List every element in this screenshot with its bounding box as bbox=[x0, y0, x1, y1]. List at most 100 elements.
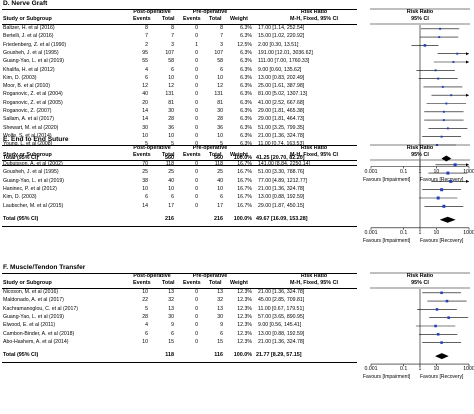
study-name: Guang-Yao, L. et al (2019) bbox=[3, 58, 65, 65]
study-rr-ci: 11.00 [0.74, 163.53] bbox=[258, 141, 304, 147]
study-rr-ci: 41.00 [2.52, 667.68] bbox=[258, 99, 305, 106]
pre-events: 0 bbox=[195, 185, 198, 192]
post-total: 6 bbox=[171, 66, 174, 73]
point-estimate bbox=[434, 324, 437, 328]
study-name: Dubuisson, A. et al (2002) bbox=[3, 161, 63, 167]
header-top-rule bbox=[2, 9, 357, 10]
pre-events: 0 bbox=[195, 289, 198, 295]
header-pre-operative: Pre-operative bbox=[192, 273, 228, 279]
post-events: 12 bbox=[142, 83, 148, 90]
ci-arrow bbox=[466, 179, 469, 183]
study-name: Bertelli, J. et al (2016) bbox=[3, 33, 54, 40]
header-total-post: Total bbox=[162, 280, 175, 286]
x-tick-label: 1000 bbox=[463, 366, 474, 373]
point-estimate bbox=[452, 61, 455, 63]
pre-total: 6 bbox=[220, 66, 223, 73]
study-rr-ci: 51.00 [3.25, 799.35] bbox=[258, 124, 305, 131]
post-total: 17 bbox=[168, 202, 174, 209]
pre-total: 10 bbox=[217, 185, 223, 192]
study-weight: 6.3% bbox=[240, 108, 252, 114]
point-estimate bbox=[440, 188, 444, 192]
pre-events: 0 bbox=[195, 25, 198, 31]
study-rr-ci: 111.00 [7.00, 1760.33] bbox=[258, 58, 310, 65]
pre-events: 0 bbox=[195, 194, 198, 201]
post-total: 30 bbox=[168, 108, 174, 114]
post-total: 28 bbox=[168, 116, 174, 123]
pre-events: 0 bbox=[195, 116, 198, 123]
post-total: 3 bbox=[171, 41, 174, 48]
pre-events: 0 bbox=[195, 33, 198, 40]
total-pre: 216 bbox=[214, 215, 223, 222]
post-events: 55 bbox=[142, 58, 148, 65]
pre-events: 0 bbox=[195, 99, 198, 106]
total-weight: 100.0% bbox=[233, 215, 252, 222]
header-ci-right: 95% CI bbox=[411, 280, 429, 286]
post-total: 118 bbox=[165, 161, 174, 167]
header-risk-ratio-plot: Risk Ratio bbox=[406, 9, 434, 15]
study-rr-ci: 81.00 [5.02, 1307.13] bbox=[258, 91, 308, 98]
point-estimate bbox=[423, 44, 427, 47]
study-weight: 6.3% bbox=[240, 99, 252, 106]
header-total-pre: Total bbox=[209, 152, 222, 158]
header-weight: Weight bbox=[230, 152, 248, 158]
header-rule bbox=[2, 160, 357, 161]
header-rule bbox=[2, 24, 357, 25]
study-name: Khalifa, H. et al (2012) bbox=[3, 66, 55, 73]
total-post: 216 bbox=[165, 215, 174, 222]
study-rr-ci: 25.00 [1.61, 387.98] bbox=[258, 83, 305, 90]
study-name: Wolfe, S. et al (2014) bbox=[3, 132, 52, 139]
study-name: Baltzer, H. et al (2016) bbox=[3, 25, 55, 31]
post-total: 107 bbox=[165, 49, 174, 56]
pre-total: 3 bbox=[220, 41, 223, 48]
total-pre: 560 bbox=[214, 154, 223, 161]
study-weight: 12.3% bbox=[237, 305, 252, 312]
pre-total: 13 bbox=[217, 289, 223, 295]
post-total: 6 bbox=[171, 330, 174, 337]
pre-total: 13 bbox=[217, 305, 223, 312]
forest-section: F. Muscle/Tendon Transfer Post-operative P… bbox=[0, 264, 474, 407]
post-total: 15 bbox=[168, 338, 174, 345]
forest-plot bbox=[370, 144, 470, 230]
header-events-post: Events bbox=[133, 152, 151, 158]
study-rr-ci: 57.00 [3.65, 890.95] bbox=[258, 313, 305, 320]
point-estimate bbox=[440, 341, 443, 344]
post-events: 14 bbox=[142, 202, 148, 209]
header-ci-left: M-H, Fixed, 95% CI bbox=[290, 280, 338, 286]
study-weight: 12.3% bbox=[237, 330, 252, 337]
forest-plot bbox=[370, 272, 470, 367]
ci-arrow bbox=[466, 163, 469, 167]
study-weight: 16.7% bbox=[237, 161, 252, 167]
post-events: 10 bbox=[142, 289, 148, 295]
total-post: 118 bbox=[165, 352, 174, 359]
study-name: Guang-Yao, L. et al (2019) bbox=[3, 177, 65, 184]
point-estimate bbox=[449, 179, 453, 183]
header-pre-operative: Pre-operative bbox=[192, 9, 228, 15]
header-risk-ratio: Risk Ratio bbox=[300, 9, 328, 15]
study-name: Guang-Yao, L. et al (2019) bbox=[3, 313, 65, 320]
point-estimate bbox=[441, 85, 444, 88]
x-tick-label: 0.1 bbox=[400, 366, 408, 373]
point-estimate bbox=[436, 333, 440, 336]
study-name: Shewart, M. et al (2020) bbox=[3, 124, 59, 131]
point-estimate bbox=[453, 163, 457, 167]
post-events: 5 bbox=[145, 305, 148, 312]
post-total: 81 bbox=[168, 99, 174, 106]
study-weight: 6.3% bbox=[226, 141, 252, 147]
section-title: E. End to End Suture bbox=[3, 136, 69, 143]
pre-events: 0 bbox=[195, 161, 198, 167]
post-events: 40 bbox=[142, 91, 148, 98]
point-estimate bbox=[446, 171, 450, 175]
pre-total: 17 bbox=[217, 202, 223, 209]
study-rr-ci: 191.00 [12.01, 3036.62] bbox=[258, 49, 313, 56]
x-tick-label: 10 bbox=[433, 168, 440, 175]
post-events: 6 bbox=[145, 330, 148, 337]
pre-total: 10 bbox=[217, 132, 223, 139]
post-total: 8 bbox=[171, 25, 174, 31]
header-ci-left: M-H, Fixed, 95% CI bbox=[290, 152, 338, 158]
study-name: Abo-Hashem, A. et al (2014) bbox=[3, 338, 69, 345]
study-rr-ci: 77.00 [4.89, 1212.77] bbox=[258, 177, 308, 184]
study-rr-ci: 9.00 [0.56, 145.41] bbox=[258, 322, 302, 329]
pre-total: 5 bbox=[205, 141, 223, 147]
pre-total: 30 bbox=[217, 313, 223, 320]
study-name: Roganovic, Z. (2007) bbox=[3, 108, 52, 114]
